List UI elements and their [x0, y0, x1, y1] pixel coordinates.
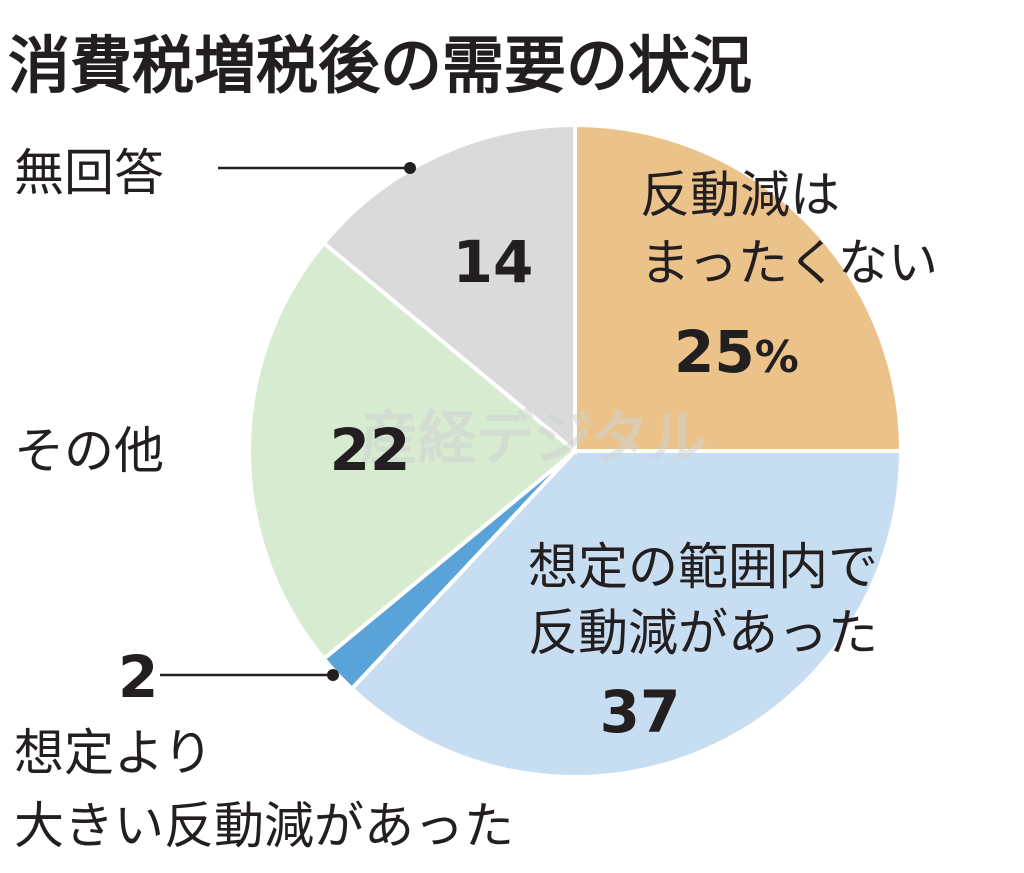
slice-label-no-rebound-line2: まったくない [640, 234, 938, 292]
slice-value-larger: 2 [118, 643, 158, 711]
slice-label-no-rebound-line1: 反動減は [640, 166, 840, 224]
watermark: 産経デジタル [360, 404, 707, 472]
pie-slice-expected [349, 449, 904, 779]
slice-label-other: その他 [14, 422, 164, 480]
slice-label-larger-line2: 大きい反動減があった [14, 797, 514, 855]
slice-value-expected: 37 [600, 678, 681, 746]
leader-lines [160, 162, 416, 681]
slice-label-larger-line1: 想定より [14, 724, 213, 782]
pie-slices [247, 122, 904, 779]
pie-slice-no-answer [320, 122, 577, 456]
slice-label-expected-line2: 反動減があった [528, 604, 878, 662]
chart-title: 消費税増税後の需要の状況 [8, 29, 752, 102]
leader-dot-larger [327, 669, 339, 681]
slice-value-no-rebound: 25% [674, 318, 799, 386]
slice-label-expected-line1: 想定の範囲内で [528, 538, 878, 596]
pie-slice-no-rebound [573, 122, 904, 453]
slice-value-no-rebound-number: 25 [674, 318, 755, 386]
slice-label-no-answer: 無回答 [14, 144, 164, 202]
slice-value-no-answer: 14 [453, 228, 534, 296]
leader-dot-no-answer [404, 162, 416, 174]
slice-value-no-rebound-unit: % [755, 332, 799, 383]
pie-slice-other [247, 240, 579, 662]
slice-value-other: 22 [330, 416, 411, 484]
